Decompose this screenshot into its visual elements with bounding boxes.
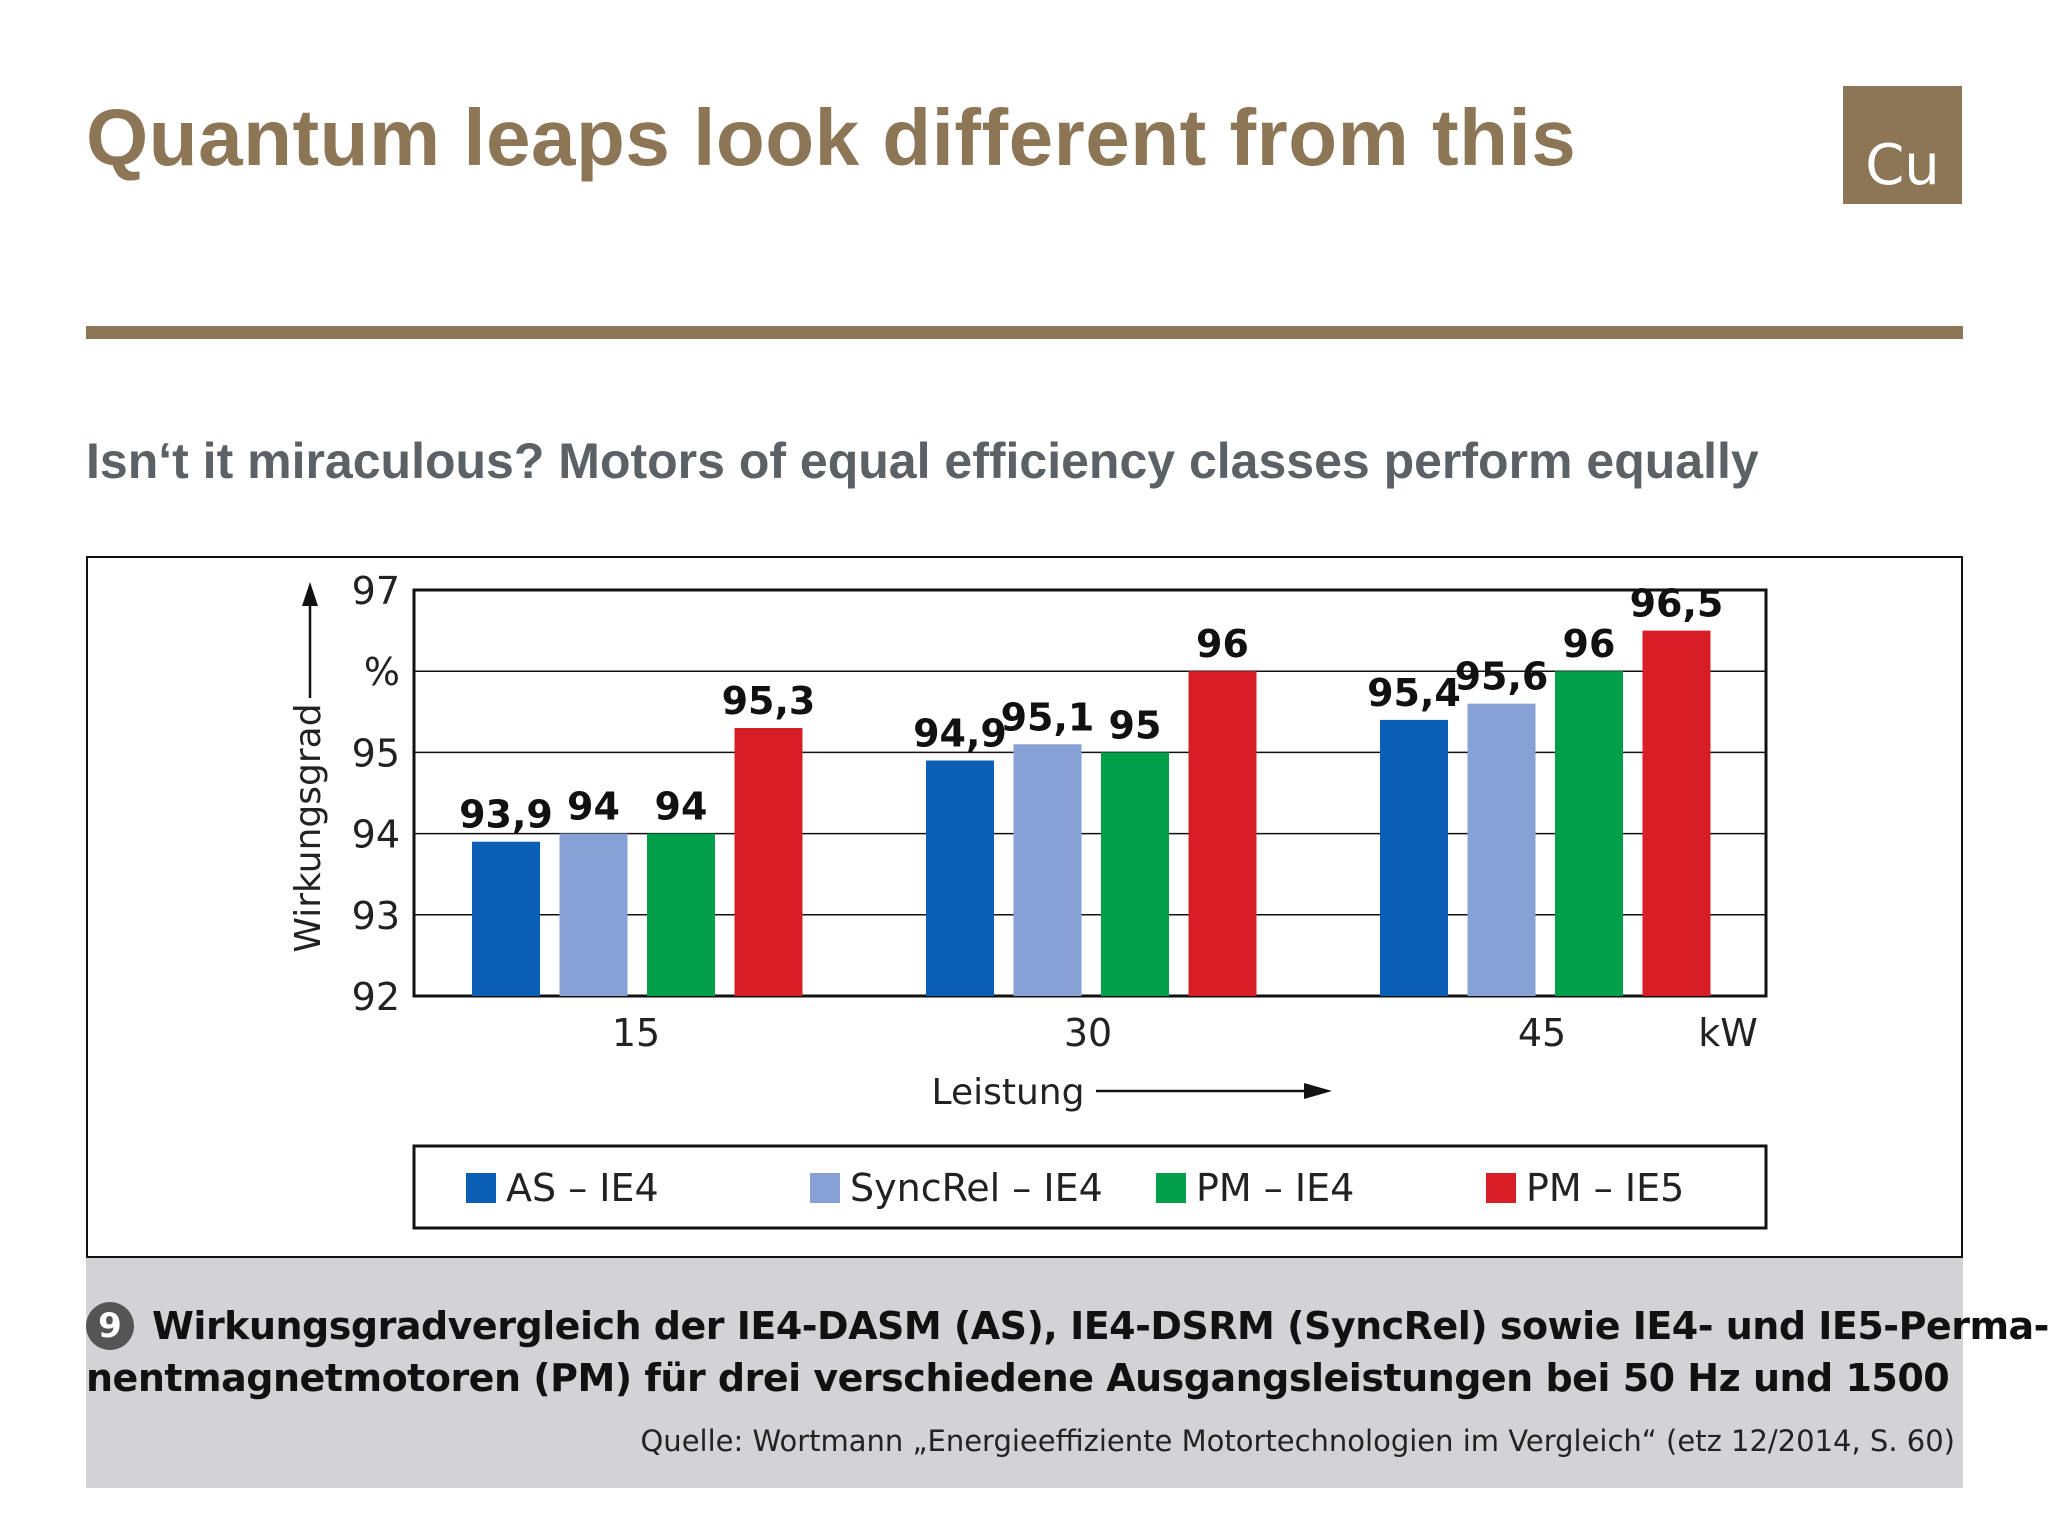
- bar-value-label: 95,4: [1367, 671, 1461, 715]
- legend-swatch: [466, 1173, 496, 1203]
- bar-value-label: 93,9: [459, 793, 553, 837]
- x-tick-label: 45: [1518, 1011, 1566, 1055]
- plot-frame: [412, 588, 1768, 998]
- y-unit-label: %: [364, 650, 400, 694]
- x-axis-title: Leistung: [932, 1072, 1085, 1113]
- bar: [1101, 752, 1169, 996]
- legend-label: AS – IE4: [506, 1166, 659, 1210]
- bar-value-label: 96,5: [1630, 582, 1724, 626]
- bar-value-label: 94: [655, 785, 708, 829]
- caption-line-1: Wirkungsgradvergleich der IE4-DASM (AS),…: [152, 1304, 2048, 1348]
- bar-value-label: 95,6: [1455, 655, 1549, 699]
- bar-value-label: 94,9: [913, 712, 1007, 756]
- bar-value-label: 94: [567, 785, 620, 829]
- bar: [472, 841, 540, 996]
- y-axis-title: Wirkungsgrad: [288, 703, 329, 952]
- legend-swatch: [1156, 1173, 1186, 1203]
- caption-number-badge: 9: [86, 1302, 134, 1350]
- y-tick-label: 92: [352, 975, 400, 1019]
- y-tick-label: 93: [352, 894, 400, 938]
- legend-swatch: [810, 1173, 840, 1203]
- slide-title: Quantum leaps look different from this: [86, 93, 1577, 182]
- x-unit-label: kW: [1698, 1011, 1758, 1055]
- x-tick-label: 15: [612, 1011, 660, 1055]
- legend-label: PM – IE5: [1526, 1166, 1684, 1210]
- y-tick-label: 94: [352, 813, 400, 857]
- efficiency-bar-chart: 92 93 94 95 97% Wirkungsgrad 93,9 94,9 95,4 94 95,…: [288, 569, 1768, 1230]
- bar: [1642, 630, 1711, 996]
- legend-label: SyncRel – IE4: [850, 1166, 1103, 1210]
- bar: [926, 760, 994, 996]
- title-divider: [86, 326, 1963, 339]
- legend-label: PM – IE4: [1196, 1166, 1354, 1210]
- bar: [559, 833, 628, 996]
- bar: [1555, 671, 1623, 996]
- bar: [1380, 719, 1448, 996]
- bar: [1188, 671, 1257, 996]
- bar: [734, 728, 803, 996]
- chart-figure: 92 93 94 95 97% Wirkungsgrad 93,9 94,9 95,4 94 95,…: [86, 556, 1963, 1258]
- slide-subtitle: Isn‘t it miraculous? Motors of equal eff…: [86, 433, 1759, 489]
- bar: [1013, 744, 1082, 996]
- x-tick-label: 30: [1064, 1011, 1112, 1055]
- caption-source: Quelle: Wortmann „Energieeffiziente Moto…: [640, 1424, 1955, 1458]
- legend-box: [412, 1144, 1768, 1230]
- figure-caption: 9 Wirkungsgradvergleich der IE4-DASM (AS…: [86, 1258, 2048, 1488]
- y-axis-arrow-head: [302, 582, 318, 606]
- y-tick-label: 97: [352, 569, 400, 613]
- copper-logo: Cu: [1843, 86, 1962, 204]
- y-tick-label: 95: [352, 731, 400, 775]
- bar-value-label: 95,1: [1001, 695, 1095, 739]
- caption-line-2: nentmagnetmotoren (PM) für drei verschie…: [86, 1356, 1963, 1400]
- bar: [647, 833, 715, 996]
- bar-value-label: 95: [1109, 703, 1162, 747]
- x-axis-arrow-head: [1304, 1083, 1332, 1099]
- legend-swatch: [1486, 1173, 1516, 1203]
- bar: [1467, 703, 1536, 996]
- bar-value-label: 96: [1196, 622, 1249, 666]
- bar-value-label: 95,3: [722, 679, 816, 723]
- bar-value-label: 96: [1563, 622, 1616, 666]
